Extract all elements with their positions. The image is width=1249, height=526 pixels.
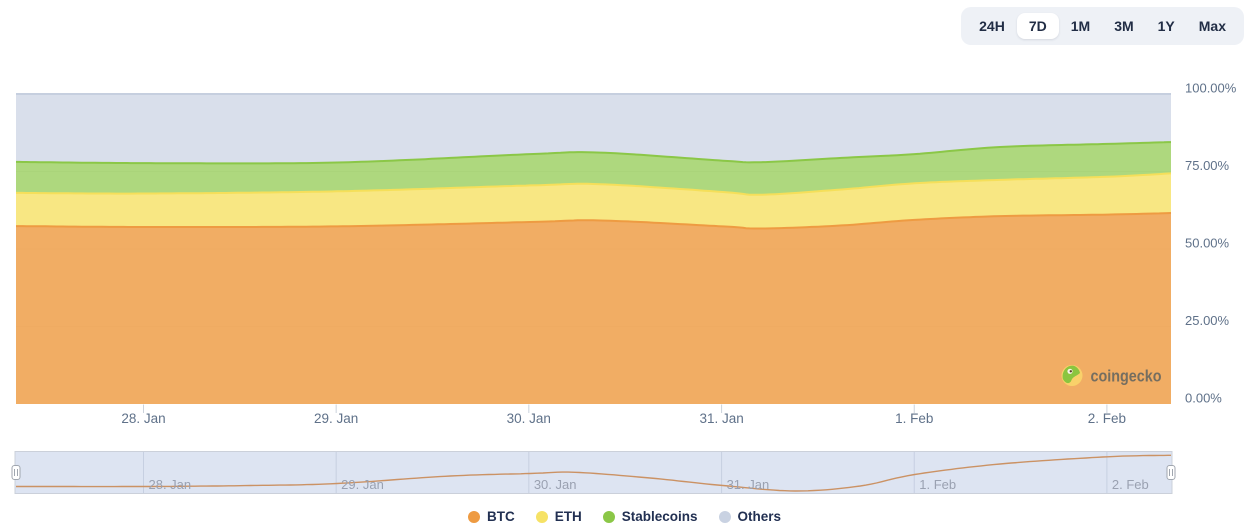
legend-label: BTC bbox=[486, 509, 515, 524]
range-button-1m[interactable]: 1M bbox=[1059, 13, 1102, 39]
navigator-label: 28. Jan bbox=[149, 477, 192, 492]
range-button-1y[interactable]: 1Y bbox=[1146, 13, 1187, 39]
navigator-mask[interactable] bbox=[15, 451, 1172, 494]
x-axis-label: 2. Feb bbox=[1088, 411, 1126, 426]
legend-marker-others bbox=[718, 510, 731, 523]
y-axis-label: 25.00% bbox=[1185, 313, 1230, 328]
legend-item-btc[interactable]: BTC bbox=[467, 509, 515, 524]
navigator-label: 2. Feb bbox=[1112, 477, 1149, 492]
area-others[interactable] bbox=[16, 94, 1171, 164]
legend-item-stablecoins[interactable]: Stablecoins bbox=[602, 509, 698, 524]
gecko-head bbox=[1062, 365, 1080, 384]
legend-marker-stablecoins bbox=[602, 510, 615, 523]
y-axis-label: 100.00% bbox=[1185, 81, 1237, 96]
area-btc[interactable] bbox=[16, 213, 1171, 404]
legend-item-eth[interactable]: ETH bbox=[535, 509, 582, 524]
range-button-7d[interactable]: 7D bbox=[1016, 13, 1059, 39]
legend-label: Others bbox=[737, 509, 782, 524]
legend-item-others[interactable]: Others bbox=[718, 509, 782, 524]
chart-legend: BTC ETH Stablecoins Others bbox=[0, 510, 1249, 524]
legend-label: ETH bbox=[554, 509, 582, 524]
legend-label: Stablecoins bbox=[621, 509, 698, 524]
x-axis-label: 31. Jan bbox=[699, 411, 743, 426]
range-button-3m[interactable]: 3M bbox=[1102, 13, 1145, 39]
y-axis-label: 75.00% bbox=[1185, 158, 1230, 173]
range-button-max[interactable]: Max bbox=[1187, 13, 1238, 39]
gecko-pupil bbox=[1069, 370, 1073, 373]
range-button-24h[interactable]: 24H bbox=[967, 13, 1017, 39]
navigator-label: 31. Jan bbox=[727, 477, 770, 492]
line-stablecoins bbox=[16, 141, 1171, 165]
y-axis-label: 0.00% bbox=[1185, 391, 1222, 406]
navigator-label: 30. Jan bbox=[534, 477, 577, 492]
y-axis-label: 50.00% bbox=[1185, 236, 1230, 251]
area-stablecoins[interactable] bbox=[16, 142, 1171, 195]
x-axis-label: 28. Jan bbox=[121, 411, 165, 426]
navigator-label: 1. Feb bbox=[919, 477, 956, 492]
area-eth[interactable] bbox=[16, 173, 1171, 229]
navigator-handle-left[interactable] bbox=[11, 465, 21, 480]
watermark-text: coingecko bbox=[1091, 368, 1162, 386]
range-selector: 24H 7D 1M 3M 1Y Max bbox=[961, 7, 1244, 45]
x-axis-label: 1. Feb bbox=[895, 411, 933, 426]
navigator-series-line bbox=[16, 454, 1171, 492]
navigator-label: 29. Jan bbox=[341, 477, 384, 492]
x-axis-label: 29. Jan bbox=[314, 411, 358, 426]
x-axis-label: 30. Jan bbox=[507, 411, 551, 426]
navigator-handle-right[interactable] bbox=[1166, 465, 1176, 480]
line-eth bbox=[16, 172, 1172, 196]
legend-marker-btc bbox=[467, 510, 480, 523]
legend-marker-eth bbox=[535, 510, 548, 523]
line-btc bbox=[16, 212, 1172, 230]
